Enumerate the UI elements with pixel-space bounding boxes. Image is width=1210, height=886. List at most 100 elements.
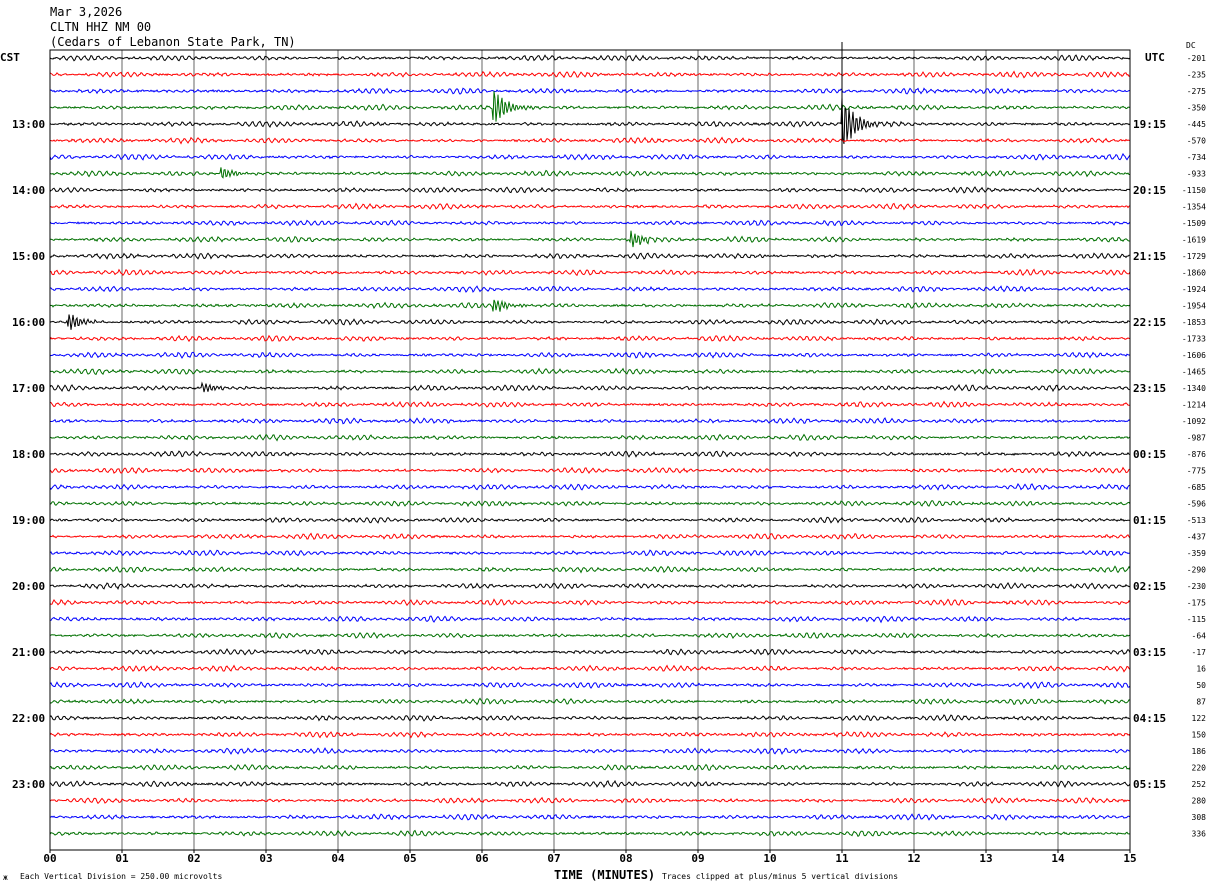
trace-line-33	[49, 598, 1131, 607]
trace-line-31	[50, 565, 1131, 574]
right-hour-label: 22:15	[1133, 316, 1166, 329]
dc-offset-label: 308	[1192, 813, 1207, 822]
right-hour-label: 02:15	[1133, 580, 1166, 593]
dc-offset-label: -1606	[1182, 351, 1206, 360]
trace-line-27	[49, 499, 1131, 508]
dc-offset-label: -1150	[1182, 186, 1206, 195]
dc-offset-label: -1619	[1182, 236, 1206, 245]
left-hour-label: 15:00	[12, 250, 45, 263]
trace-line-25	[49, 466, 1131, 475]
dc-label: DC	[1186, 41, 1196, 50]
left-hour-label: 14:00	[12, 184, 45, 197]
dc-offset-label: -933	[1187, 170, 1206, 179]
left-hour-label: 23:00	[12, 778, 45, 791]
dc-offset-label: -1924	[1182, 285, 1206, 294]
trace-line-22	[49, 417, 1131, 425]
left-hour-label: 21:00	[12, 646, 45, 659]
dc-offset-label: 220	[1192, 764, 1207, 773]
trace-line-35	[49, 631, 1131, 640]
trace-line-30	[49, 549, 1131, 557]
trace-line-40	[49, 714, 1131, 722]
dc-offset-label: -775	[1187, 467, 1206, 476]
right-hour-label: 20:15	[1133, 184, 1166, 197]
trace-line-24	[49, 450, 1131, 458]
plot-frame	[49, 49, 1131, 851]
right-hour-label: 01:15	[1133, 514, 1166, 527]
trace-line-4	[49, 97, 1131, 145]
dc-offset-label: -115	[1187, 615, 1206, 624]
trace-line-2	[49, 87, 1131, 95]
trace-line-43	[49, 763, 1131, 771]
trace-line-9	[49, 202, 1131, 211]
trace-line-46	[49, 813, 1131, 821]
dc-offset-label: 50	[1196, 681, 1206, 690]
dc-offset-label: 336	[1192, 830, 1207, 839]
x-axis-label: TIME (MINUTES)	[554, 868, 655, 882]
trace-line-45	[49, 796, 1131, 805]
x-tick-labels: 00 01 02 03 04 05 06 07 08 09 10 11 12 13 14 15	[43, 850, 1137, 865]
dc-offset-label: -1860	[1182, 269, 1206, 278]
trace-line-11	[49, 230, 1130, 248]
trace-line-42	[49, 747, 1131, 756]
trace-line-10	[49, 219, 1131, 227]
trace-line-41	[49, 731, 1131, 739]
dc-offset-label: 150	[1192, 731, 1207, 740]
right-hour-label: 19:15	[1133, 118, 1166, 131]
trace-line-3	[49, 91, 1131, 122]
right-hour-label: 21:15	[1133, 250, 1166, 263]
dc-offset-label: -359	[1187, 549, 1206, 558]
dc-offset-label: -1853	[1182, 318, 1206, 327]
dc-offset-label: 252	[1192, 780, 1207, 789]
x-tick-label: 00	[43, 852, 56, 865]
x-tick-label: 11	[835, 852, 849, 865]
trace-line-8	[49, 186, 1131, 194]
trace-line-26	[49, 483, 1131, 491]
dc-offset-label: -734	[1187, 153, 1206, 162]
dc-offset-label: -290	[1187, 566, 1206, 575]
minute-gridlines	[49, 50, 1131, 850]
dc-offset-label: -1733	[1182, 335, 1206, 344]
x-tick-label: 01	[115, 852, 129, 865]
x-tick-label: 02	[187, 852, 200, 865]
clip-note: Traces clipped at plus/minus 5 vertical …	[662, 872, 898, 881]
station-label: CLTN HHZ NM 00	[50, 20, 151, 34]
x-tick-label: 06	[475, 852, 489, 865]
dc-offset-label: -17	[1192, 648, 1207, 657]
x-tick-label: 10	[763, 852, 776, 865]
trace-line-6	[49, 152, 1131, 161]
location-label: (Cedars of Lebanon State Park, TN)	[50, 35, 296, 49]
dc-offset-label: -1092	[1182, 417, 1206, 426]
trace-line-14	[49, 285, 1131, 293]
left-hour-label: 17:00	[12, 382, 45, 395]
logo-mark: ж	[3, 873, 8, 882]
dc-offset-label: -685	[1187, 483, 1206, 492]
left-hour-label: 19:00	[12, 514, 45, 527]
trace-line-21	[49, 400, 1130, 408]
dc-offset-label: 280	[1192, 797, 1207, 806]
dc-offset-label: -1729	[1182, 252, 1206, 261]
trace-line-13	[49, 268, 1131, 277]
trace-line-47	[49, 829, 1131, 838]
trace-line-23	[49, 433, 1131, 442]
dc-offset-label: -201	[1187, 54, 1206, 63]
dc-offset-label: -596	[1187, 500, 1206, 509]
x-tick-label: 09	[691, 852, 704, 865]
x-tick-label: 14	[1051, 852, 1065, 865]
right-hour-label: 04:15	[1133, 712, 1166, 725]
trace-line-34	[49, 615, 1131, 624]
date-label: Mar 3,2026	[50, 5, 122, 19]
trace-line-20	[49, 381, 1131, 393]
dc-offset-label: -876	[1187, 450, 1206, 459]
trace-line-19	[49, 367, 1131, 376]
dc-offset-label: -437	[1187, 533, 1206, 542]
x-tick-label: 08	[619, 852, 632, 865]
trace-line-7	[49, 167, 1130, 179]
dc-offset-label: -1954	[1182, 302, 1206, 311]
dc-offset-label: -570	[1187, 137, 1206, 146]
right-hour-labels: 19:15 20:15 21:15 22:15 23:15 00:15 01:15 02:15…	[1133, 118, 1166, 791]
dc-offset-label: -513	[1187, 516, 1206, 525]
trace-line-0	[49, 54, 1131, 62]
trace-line-32	[49, 582, 1131, 590]
dc-offset-label: -987	[1187, 434, 1206, 443]
dc-offset-label: 16	[1196, 665, 1206, 674]
